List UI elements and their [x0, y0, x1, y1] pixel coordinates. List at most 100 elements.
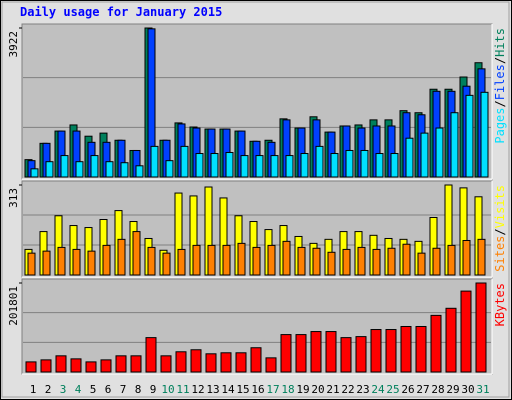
- x-tick-label: 22: [341, 383, 354, 396]
- bar: [480, 91, 489, 178]
- bar: [190, 349, 202, 373]
- bar: [345, 149, 354, 178]
- bar: [477, 238, 486, 276]
- legend-entry: KBytes: [493, 283, 507, 326]
- bar: [145, 337, 157, 373]
- x-tick-label: 4: [75, 383, 82, 396]
- x-tick-label: 28: [431, 383, 444, 396]
- bar: [175, 351, 187, 373]
- bar: [432, 247, 441, 276]
- bar: [372, 248, 381, 276]
- bar: [25, 361, 37, 373]
- bar: [30, 168, 39, 178]
- bar: [120, 162, 129, 178]
- x-tick-label: 24: [371, 383, 385, 396]
- bar: [135, 165, 144, 178]
- x-tick-label: 23: [356, 383, 369, 396]
- x-tick-label: 26: [401, 383, 414, 396]
- bar: [375, 153, 384, 178]
- bar: [85, 361, 97, 373]
- x-tick-label: 6: [105, 383, 112, 396]
- bar: [417, 252, 426, 276]
- bar: [355, 336, 367, 373]
- x-tick-label: 2: [45, 383, 52, 396]
- y-tick-label: 201801: [7, 286, 20, 326]
- bar: [117, 238, 126, 276]
- legend-entry: Hits: [493, 28, 507, 57]
- bar: [40, 359, 52, 373]
- legend-separator: /: [493, 100, 507, 107]
- bar: [400, 325, 412, 373]
- legend-entry: Visits: [493, 185, 507, 228]
- bar: [402, 243, 411, 276]
- bar: [450, 112, 459, 178]
- bar: [75, 161, 84, 178]
- bar: [285, 155, 294, 178]
- bar: [310, 331, 322, 373]
- bar: [405, 137, 414, 178]
- bar: [42, 250, 51, 276]
- bar: [295, 334, 307, 373]
- bar: [105, 161, 114, 178]
- bar: [220, 352, 232, 373]
- x-tick-label: 29: [446, 383, 459, 396]
- bar: [327, 251, 336, 276]
- x-tick-label: 1: [30, 383, 37, 396]
- bar: [150, 145, 159, 178]
- x-tick-label: 10: [161, 383, 174, 396]
- bar: [255, 155, 264, 178]
- bar: [435, 127, 444, 178]
- chart-title: Daily usage for January 2015: [20, 5, 222, 19]
- bar: [387, 247, 396, 276]
- bar: [45, 161, 54, 178]
- bar: [250, 347, 262, 373]
- bar: [415, 325, 427, 373]
- legend-entry: Files: [493, 64, 507, 100]
- bar: [330, 153, 339, 178]
- bar: [177, 248, 186, 276]
- x-tick-label: 27: [416, 383, 429, 396]
- x-tick-label: 8: [135, 383, 142, 396]
- x-tick-label: 30: [461, 383, 474, 396]
- bar: [207, 244, 216, 276]
- bar: [192, 244, 201, 276]
- x-tick-label: 17: [266, 383, 279, 396]
- bar: [240, 155, 249, 178]
- bar: [130, 355, 142, 373]
- x-tick-label: 14: [221, 383, 235, 396]
- bar: [210, 153, 219, 178]
- x-tick-label: 21: [326, 383, 339, 396]
- x-tick-label: 11: [176, 383, 189, 396]
- legend-separator: /: [493, 228, 507, 235]
- bar: [87, 250, 96, 276]
- x-tick-label: 15: [236, 383, 249, 396]
- x-tick-label: 7: [120, 383, 127, 396]
- bar: [100, 359, 112, 373]
- bar: [420, 132, 429, 178]
- bar: [57, 246, 66, 276]
- bar: [60, 155, 69, 178]
- bar: [340, 337, 352, 373]
- bar: [360, 149, 369, 178]
- bar: [325, 331, 337, 373]
- bar: [205, 353, 217, 373]
- legend-entry: Sites: [493, 236, 507, 272]
- legend-entry: Pages: [493, 108, 507, 144]
- bar: [370, 329, 382, 373]
- bar: [430, 314, 442, 373]
- bar: [147, 246, 156, 276]
- bar: [165, 160, 174, 178]
- bar: [222, 244, 231, 276]
- y-tick-label: 3922: [7, 31, 20, 58]
- x-tick-label: 12: [191, 383, 204, 396]
- x-tick-label: 31: [476, 383, 489, 396]
- legend-separator: /: [493, 57, 507, 64]
- bar: [357, 246, 366, 276]
- bar: [270, 155, 279, 178]
- legend: Pages/Files/Hits: [493, 28, 507, 144]
- bar: [460, 290, 472, 373]
- bar: [475, 282, 487, 373]
- bar: [235, 352, 247, 373]
- bar: [115, 355, 127, 373]
